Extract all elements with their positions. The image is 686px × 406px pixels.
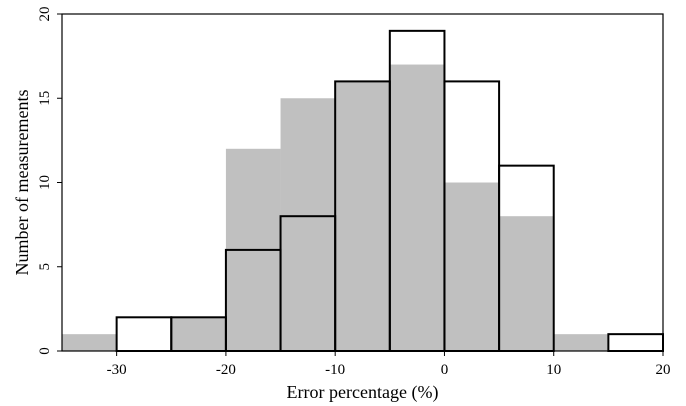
filled-bar [499, 216, 554, 351]
filled-bar [280, 98, 336, 351]
outline-histogram-series [115, 29, 665, 353]
filled-bar [444, 182, 500, 351]
x-axis-ticks: -30 -20 -10 0 10 20 [107, 351, 671, 378]
y-tick-label: 5 [37, 263, 53, 271]
outline-bar [607, 333, 665, 352]
x-tick-label: -10 [325, 362, 345, 378]
y-tick-label: 10 [37, 175, 53, 190]
filled-bar [389, 64, 445, 352]
x-tick-label: 20 [656, 362, 671, 378]
x-tick-label: 10 [546, 362, 561, 378]
y-tick-label: 15 [37, 91, 53, 106]
y-axis-ticks: 0 5 10 15 20 [37, 7, 62, 355]
filled-bar [62, 334, 117, 351]
x-tick-label: -20 [216, 362, 236, 378]
x-tick-label: 0 [441, 362, 449, 378]
x-axis-label: Error percentage (%) [287, 382, 439, 403]
y-tick-label: 20 [37, 7, 53, 22]
x-tick-label: -30 [107, 362, 127, 378]
y-tick-label: 0 [37, 347, 53, 355]
outline-bar [115, 316, 173, 352]
y-axis-label: Number of measurements [12, 90, 32, 276]
filled-bar [553, 334, 609, 351]
filled-bar [171, 317, 226, 351]
filled-bar [335, 81, 390, 352]
